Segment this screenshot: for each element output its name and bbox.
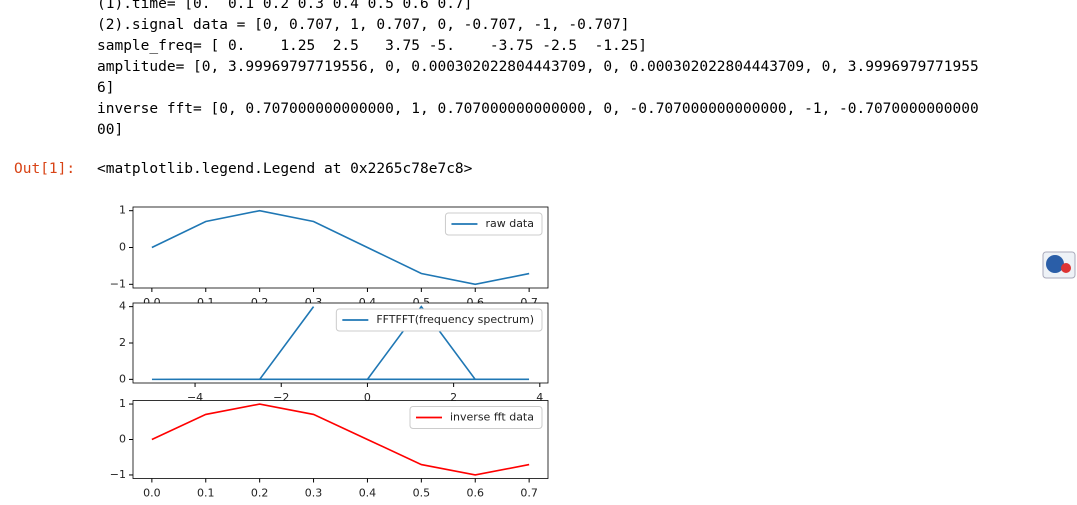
stdout: (1).time= [0. 0.1 0.2 0.3 0.4 0.5 0.6 0.… <box>97 0 979 141</box>
y-tick-label: 0 <box>119 241 126 254</box>
app-icon <box>1042 251 1076 279</box>
legend-label: inverse fft data <box>450 411 534 424</box>
axes-frame <box>132 400 549 479</box>
axes-frame <box>132 206 549 289</box>
data-line <box>151 209 530 286</box>
stdout-line: amplitude= [0, 3.99969797719556, 0, 0.00… <box>97 59 979 75</box>
legend-label: raw data <box>485 217 534 230</box>
data-line <box>151 403 530 476</box>
y-tick-label: 4 <box>119 300 126 313</box>
y-tick-label: 1 <box>119 204 126 217</box>
stdout-line: 00] <box>97 122 124 138</box>
y-tick-label: −1 <box>110 468 126 481</box>
legend-box <box>444 212 543 236</box>
icon-dot <box>1061 263 1071 273</box>
stdout-line: inverse fft= [0, 0.707000000000000, 1, 0… <box>97 101 979 117</box>
x-tick-label: 0.0 <box>143 487 161 500</box>
x-tick-label: 0.1 <box>197 487 215 500</box>
stdout-line: sample_freq= [ 0. 1.25 2.5 3.75 -5. -3.7… <box>97 38 647 54</box>
x-tick-label: 0.3 <box>305 487 323 500</box>
x-tick-label: 0.7 <box>520 487 538 500</box>
y-tick-label: −1 <box>110 277 126 290</box>
legend-box <box>335 308 543 332</box>
legend-label: FFTFFT(frequency spectrum) <box>376 313 534 326</box>
x-tick-label: 0.6 <box>466 487 484 500</box>
y-tick-label: 2 <box>119 336 126 349</box>
x-tick-label: 0.4 <box>359 487 377 500</box>
x-tick-label: 2 <box>450 391 457 404</box>
x-tick-label: 0.2 <box>251 487 269 500</box>
y-tick-label: 0 <box>119 433 126 446</box>
axes-frame <box>132 302 549 384</box>
y-tick-label: 1 <box>119 397 126 410</box>
stdout-line: (1).time= [0. 0.1 0.2 0.3 0.4 0.5 0.6 0.… <box>97 0 473 12</box>
stdout-line: 6] <box>97 80 115 96</box>
x-tick-label: 0.5 <box>413 487 431 500</box>
x-tick-label: 0 <box>364 391 371 404</box>
legend-box <box>409 406 543 429</box>
y-tick-label: 0 <box>119 372 126 385</box>
stdout-line: (2).signal data = [0, 0.707, 1, 0.707, 0… <box>97 17 630 33</box>
x-tick-label: 4 <box>536 391 543 404</box>
out-text: <matplotlib.legend.Legend at 0x2265c78e7… <box>97 161 473 177</box>
icon-disc <box>1046 255 1064 273</box>
out-prompt: Out[1]: <box>14 161 76 177</box>
